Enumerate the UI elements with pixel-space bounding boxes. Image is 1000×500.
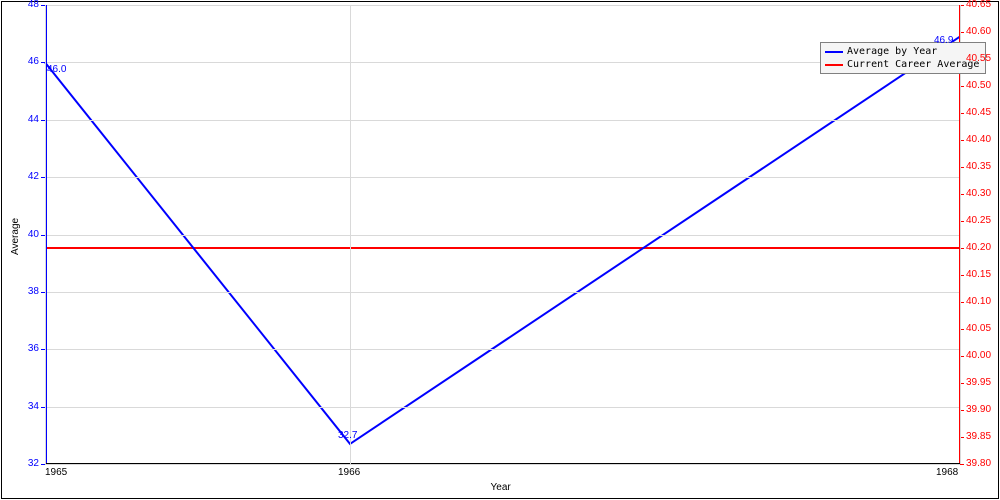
y-right-tick-label: 40.45 <box>966 107 991 118</box>
y-axis-title: Average <box>10 217 21 254</box>
y-right-tick-label: 40.50 <box>966 80 991 91</box>
y-right-tick-label: 39.80 <box>966 458 991 469</box>
y-left-tick-label: 38 <box>28 286 39 297</box>
y-left-tick-label: 40 <box>28 229 39 240</box>
y-left-tick <box>41 464 45 465</box>
y-right-tick-label: 40.60 <box>966 26 991 37</box>
grid-line-h <box>45 407 960 408</box>
grid-line-v <box>45 5 46 464</box>
legend-item: Current Career Average <box>825 58 979 71</box>
y-right-tick-label: 40.55 <box>966 53 991 64</box>
y-right-tick <box>960 464 964 465</box>
chart-container: Average by Year Current Career Average Av… <box>0 0 1000 500</box>
y-left-tick-label: 34 <box>28 401 39 412</box>
y-left-tick-label: 44 <box>28 114 39 125</box>
legend-color-line <box>825 51 843 53</box>
grid-line-h <box>45 235 960 236</box>
grid-line-h <box>45 120 960 121</box>
x-tick-label: 1965 <box>45 467 67 478</box>
y-right-tick-label: 39.95 <box>966 377 991 388</box>
y-left-tick-label: 36 <box>28 343 39 354</box>
average-by-year-line <box>45 37 960 444</box>
y-right-tick-label: 40.00 <box>966 350 991 361</box>
y-right-tick-label: 40.25 <box>966 215 991 226</box>
y-right-tick-label: 40.40 <box>966 134 991 145</box>
grid-line-h <box>45 177 960 178</box>
y-right-tick-label: 40.05 <box>966 323 991 334</box>
x-axis-line <box>45 463 960 464</box>
grid-line-h <box>45 5 960 6</box>
y-right-tick-label: 40.35 <box>966 161 991 172</box>
data-point-label: 46.9 <box>934 35 953 46</box>
y-right-tick-label: 39.90 <box>966 404 991 415</box>
legend: Average by Year Current Career Average <box>820 42 986 74</box>
grid-line-h <box>45 464 960 465</box>
grid-line-h <box>45 292 960 293</box>
legend-item: Average by Year <box>825 45 979 58</box>
x-axis-title: Year <box>491 482 511 493</box>
y-right-tick-label: 40.30 <box>966 188 991 199</box>
y-right-tick-label: 40.20 <box>966 242 991 253</box>
legend-label: Average by Year <box>847 46 937 57</box>
grid-line-h <box>45 349 960 350</box>
y-left-tick-label: 32 <box>28 458 39 469</box>
y-right-tick-label: 40.65 <box>966 0 991 10</box>
y-right-tick-label: 40.10 <box>966 296 991 307</box>
data-point-label: 32.7 <box>338 430 357 441</box>
grid-line-v <box>350 5 351 464</box>
legend-color-line <box>825 64 843 66</box>
y-left-tick-label: 46 <box>28 56 39 67</box>
y-right-tick-label: 40.15 <box>966 269 991 280</box>
y-right-tick-label: 39.85 <box>966 431 991 442</box>
data-point-label: 46.0 <box>47 64 66 75</box>
x-tick-label: 1966 <box>338 467 360 478</box>
legend-label: Current Career Average <box>847 59 979 70</box>
y-left-tick-label: 48 <box>28 0 39 10</box>
y-left-tick-label: 42 <box>28 171 39 182</box>
x-tick-label: 1968 <box>936 467 958 478</box>
